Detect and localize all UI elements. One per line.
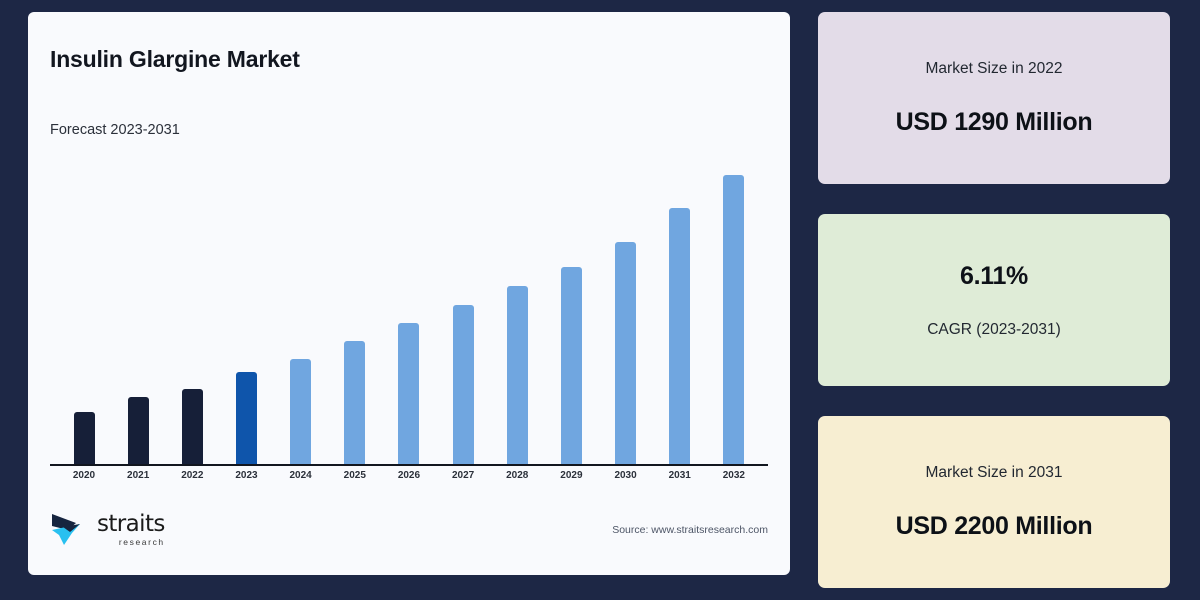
bar-2027 (452, 305, 474, 464)
stat-card-value: USD 1290 Million (895, 107, 1093, 136)
stat-card-label: CAGR (2023-2031) (927, 320, 1061, 338)
chart-subtitle: Forecast 2023-2031 (50, 122, 180, 138)
bar-slot (491, 164, 543, 464)
x-axis-label-2023: 2023 (235, 470, 258, 481)
x-axis-label-2028: 2028 (506, 470, 529, 481)
bar-slot (275, 164, 327, 464)
stat-card-cagr: 6.11% CAGR (2023-2031) (818, 214, 1170, 386)
bar-slot (383, 164, 435, 464)
x-axis-label-2020: 2020 (72, 470, 96, 481)
bar-2030 (615, 242, 637, 464)
x-axis-labels: 2020 2021 2022 2023 2024 2025 2026 2027 2028 2029… (50, 470, 768, 481)
bar-2032 (723, 175, 745, 464)
logo-wordmark: straits research (97, 513, 165, 547)
bar-2024 (290, 359, 312, 464)
bar-2022 (181, 389, 203, 464)
chart-panel: Insulin Glargine Market Forecast 2023-20… (28, 12, 790, 575)
bar-group (50, 164, 768, 464)
bar-2025 (344, 341, 366, 464)
logo-name: straits (97, 511, 165, 538)
page-title: Insulin Glargine Market (50, 46, 300, 72)
x-axis-label-2021: 2021 (127, 470, 150, 481)
x-axis-label-2031: 2031 (668, 470, 691, 481)
x-axis-label-2022: 2022 (181, 470, 204, 481)
bar-slot (329, 164, 381, 464)
bar-slot (220, 164, 272, 464)
bar-slot (437, 164, 489, 464)
bar-2020 (73, 412, 95, 464)
stat-card-value: USD 2200 Million (895, 511, 1093, 540)
stat-card-label: Market Size in 2031 (925, 463, 1063, 481)
bar-slot (545, 164, 597, 464)
straits-research-logo: straits research (50, 511, 165, 549)
chart-footer: straits research Source: www.straitsrese… (50, 511, 768, 549)
x-axis-label-2026: 2026 (397, 470, 421, 481)
bar-2023 (235, 372, 257, 464)
stat-cards: Market Size in 2022 USD 1290 Million 6.1… (818, 12, 1170, 588)
bar-2021 (127, 397, 149, 464)
bar-slot (166, 164, 218, 464)
source-attribution: Source: www.straitsresearch.com (612, 524, 768, 536)
bar-2031 (669, 208, 691, 464)
x-axis-line (50, 464, 768, 466)
logo-arrow-icon (52, 514, 80, 545)
bar-2029 (560, 267, 582, 464)
bar-slot (654, 164, 706, 464)
stat-card-market-size-2022: Market Size in 2022 USD 1290 Million (818, 12, 1170, 184)
logo-subtext: research (118, 537, 165, 548)
bar-chart (50, 152, 768, 466)
bar-slot (600, 164, 652, 464)
stat-card-market-size-2031: Market Size in 2031 USD 2200 Million (818, 416, 1170, 588)
x-axis-label-2030: 2030 (614, 470, 637, 481)
x-axis-label-2032: 2032 (722, 470, 745, 481)
bar-slot (708, 164, 760, 464)
bar-slot (112, 164, 164, 464)
stat-card-value: 6.11% (959, 261, 1028, 290)
x-axis-label-2029: 2029 (560, 470, 583, 481)
x-axis-label-2027: 2027 (451, 470, 475, 481)
x-axis-label-2025: 2025 (343, 470, 366, 481)
x-axis-label-2024: 2024 (289, 470, 312, 481)
bar-2026 (398, 323, 420, 464)
bar-2028 (506, 286, 528, 464)
bar-slot (58, 164, 110, 464)
stat-card-label: Market Size in 2022 (925, 59, 1063, 77)
